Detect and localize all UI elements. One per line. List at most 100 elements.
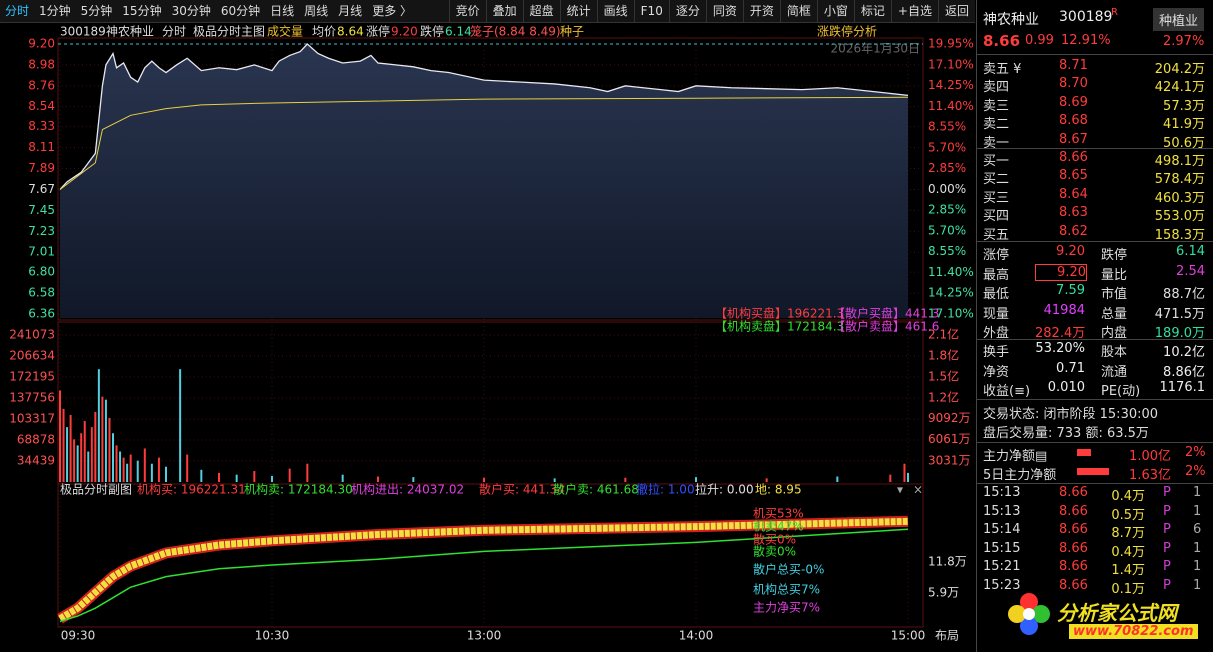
quote-cell: 现量 — [983, 306, 1010, 322]
tool-button[interactable]: 简框 — [779, 0, 817, 22]
volume-bar — [69, 414, 72, 482]
volume-bar — [62, 408, 65, 482]
volume-bar — [87, 451, 90, 482]
sub-note: 主力净买7% — [753, 601, 820, 615]
quote-cell: www.70822.com — [1069, 624, 1198, 639]
quote-cell: 8.66 — [1059, 503, 1088, 519]
tool-button[interactable]: 竞价 — [448, 0, 486, 22]
tool-button[interactable]: 画线 — [596, 0, 634, 22]
sub-note: 机买53% — [753, 507, 804, 521]
period-tab[interactable]: 更多 〉 — [372, 4, 413, 18]
quote-cell: 8.64 — [1059, 186, 1088, 202]
period-tab[interactable]: 月线 — [338, 4, 363, 18]
volume-bar — [157, 457, 160, 482]
quote-cell: 424.1万 — [1154, 80, 1205, 96]
y-tick-label: 172195 — [9, 370, 55, 384]
sub-control: ▾ — [897, 483, 903, 497]
volume-bar — [150, 463, 153, 482]
tool-button[interactable]: 统计 — [559, 0, 597, 22]
y-tick-label: 7.67 — [28, 182, 55, 196]
y-tick-label: 7.45 — [28, 203, 55, 217]
quote-cell: 498.1万 — [1154, 154, 1205, 169]
quote-cell: 跌停 — [1101, 248, 1128, 263]
y-tick-label: 7.89 — [28, 161, 55, 175]
y2-tick-label: 14.25% — [928, 286, 974, 300]
volume-bar — [377, 476, 379, 482]
header-analysis: 涨跌停分析 — [817, 24, 877, 39]
toolbar: 分时 1分钟 5分钟 15分钟 30分钟 60分钟 日线 周线 月线 更多 〉 竞价 叠加 超盘 统计 画线… — [0, 0, 975, 23]
period-tabs: 分时 1分钟 5分钟 15分钟 30分钟 60分钟 日线 周线 月线 更多 〉 — [0, 0, 417, 22]
period-tab[interactable]: 周线 — [304, 4, 329, 18]
volume-bar — [83, 421, 86, 482]
quote-cell: P — [1163, 559, 1171, 575]
y-tick-label: 6.36 — [28, 307, 55, 321]
tool-button[interactable]: 逐分 — [668, 0, 706, 22]
quote-cell: 158.3万 — [1154, 227, 1205, 243]
tool-button[interactable]: 同资 — [705, 0, 743, 22]
x-tick-label: 09:30 — [61, 629, 96, 643]
quote-cell: 1.00亿 — [1129, 449, 1171, 464]
period-tab[interactable]: 30分钟 — [171, 4, 211, 18]
petal — [1020, 593, 1038, 611]
y2-tick-label: 6061万 — [928, 432, 971, 446]
sub-item: 机构进出: 24037.02 — [351, 482, 464, 497]
tool-button[interactable]: 小窗 — [816, 0, 854, 22]
quote-cell: 买四 — [983, 209, 1010, 225]
sub-item: 散户卖: 461.68 — [553, 482, 639, 497]
sub-item: 机构买: 196221.31 — [137, 482, 246, 497]
y2-tick-label: 11.40% — [928, 99, 974, 113]
petal-center — [1023, 608, 1035, 620]
quote-cell: 股本 — [1101, 345, 1128, 360]
quote-cell: 57.3万 — [1163, 98, 1205, 114]
quote-cell: 8.63 — [1059, 205, 1088, 221]
tool-button[interactable]: 超盘 — [522, 0, 560, 22]
quote-cell: 交易状态: 闭市阶段 15:30:00 — [983, 407, 1159, 422]
quote-cell: 买三 — [983, 190, 1010, 206]
x-tick-label: 13:00 — [467, 629, 502, 643]
quote-cell: 1.4万 — [1111, 563, 1145, 579]
tool-button[interactable]: +自选 — [890, 0, 938, 22]
period-tab[interactable]: 1分钟 — [39, 4, 71, 18]
volume-bar — [66, 427, 69, 482]
sub-item: 地: 8.95 — [755, 483, 802, 497]
tool-button[interactable]: 开资 — [742, 0, 780, 22]
quote-cell: 10.2亿 — [1163, 345, 1205, 360]
volume-bar — [136, 460, 139, 482]
quote-cell: PE(动) — [1101, 384, 1141, 399]
tool-button[interactable]: F10 — [633, 0, 669, 22]
tool-button[interactable]: 返回 — [937, 0, 975, 22]
quote-cell: 1 — [1193, 578, 1202, 593]
quote-cell: 2% — [1185, 464, 1206, 479]
y2-tick-label: 1.8亿 — [928, 348, 959, 363]
divider — [977, 241, 1213, 242]
period-tab[interactable]: 60分钟 — [220, 4, 261, 18]
y2-tick-label: 19.95% — [928, 37, 974, 51]
period-tab[interactable]: 15分钟 — [122, 4, 162, 18]
y2-tick-label: 17.10% — [928, 307, 974, 321]
quote-cell: 282.4万 — [1035, 326, 1086, 341]
period-tab[interactable]: 分时 — [5, 4, 30, 18]
period-tab[interactable]: 5分钟 — [80, 4, 113, 18]
quote-cell: 1 — [1193, 559, 1202, 575]
y-tick-label: 6.58 — [28, 286, 55, 300]
sub-note: 机构总买7% — [753, 582, 820, 597]
y-tick-label: 8.76 — [28, 78, 55, 92]
quote-cell: 卖三 — [983, 98, 1010, 114]
tool-button[interactable]: 标记 — [853, 0, 891, 22]
price-line — [59, 43, 909, 190]
divider — [977, 399, 1213, 400]
volume-bar — [90, 427, 93, 482]
sub-item: 拉升: 0.00 — [695, 482, 754, 497]
logo-icon — [1008, 593, 1050, 635]
layout-button[interactable]: 布局 — [935, 629, 959, 643]
tool-button[interactable]: 叠加 — [485, 0, 523, 22]
quote-cell: 神农种业 — [983, 12, 1039, 28]
period-tab[interactable]: 日线 — [270, 4, 295, 18]
quote-cell: 8.86亿 — [1163, 364, 1205, 380]
quote-cell: 0.99 — [1025, 33, 1054, 48]
volume-bar — [889, 474, 892, 482]
quote-cell: 种植业 — [1153, 8, 1205, 31]
y-tick-label: 7.01 — [28, 245, 55, 259]
header-volume-label: 成交量 — [267, 24, 303, 39]
y-tick-label: 34439 — [17, 454, 55, 468]
